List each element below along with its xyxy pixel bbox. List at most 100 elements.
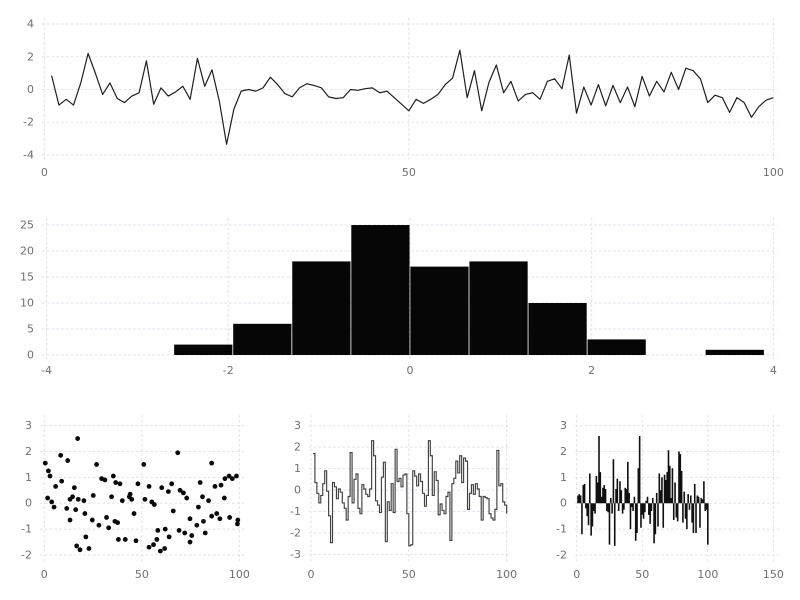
scatter-point bbox=[162, 526, 168, 532]
scatter-point bbox=[58, 452, 64, 458]
scatter-point bbox=[146, 544, 152, 550]
scatter-point bbox=[75, 436, 81, 441]
line-chart: 0 50 100 -4 -2 0 2 4 bbox=[23, 18, 784, 179]
scatter-point bbox=[200, 494, 205, 500]
x-tick-label: 2 bbox=[588, 364, 595, 377]
scatter-point bbox=[135, 481, 141, 487]
scatter-point bbox=[151, 542, 156, 548]
x-tick-label: 0 bbox=[573, 568, 580, 581]
line-series bbox=[51, 49, 774, 145]
y-tick-label: 10 bbox=[20, 297, 34, 310]
scatter-point bbox=[122, 537, 128, 542]
scatter-point bbox=[49, 499, 55, 505]
y-tick-label: 1 bbox=[560, 471, 567, 484]
x-tick-label: 100 bbox=[229, 568, 250, 581]
scatter-point bbox=[67, 517, 73, 523]
grid-lines bbox=[40, 415, 246, 563]
scatter-point bbox=[47, 473, 53, 479]
tick-labels: -4 -2 0 2 4 0 5 10 15 20 25 bbox=[20, 219, 777, 377]
scatter-point bbox=[77, 547, 83, 553]
scatter-point bbox=[201, 518, 206, 524]
y-tick-label: -1 bbox=[21, 523, 32, 536]
scatter-point bbox=[109, 494, 114, 500]
scatter-point bbox=[189, 533, 195, 538]
x-tick-label: 50 bbox=[635, 568, 649, 581]
scatter-point bbox=[187, 539, 193, 545]
scatter-point bbox=[83, 534, 89, 540]
y-tick-label: 2 bbox=[560, 445, 567, 458]
scatter-point bbox=[113, 480, 119, 485]
y-tick-label: 0 bbox=[27, 83, 34, 96]
scatter-point bbox=[104, 515, 109, 520]
histogram-bars bbox=[174, 225, 764, 355]
scatter-point bbox=[117, 481, 123, 487]
y-tick-label: 2 bbox=[27, 50, 34, 63]
tick-labels: 0 50 100 -4 -2 0 2 4 bbox=[23, 18, 784, 179]
x-tick-label: 4 bbox=[770, 364, 777, 377]
x-tick-label: 0 bbox=[307, 568, 314, 581]
scatter-point bbox=[154, 537, 160, 542]
scatter-point bbox=[116, 537, 121, 542]
histogram-bar bbox=[469, 261, 528, 355]
scatter-point bbox=[184, 495, 190, 501]
scatter-point bbox=[235, 521, 240, 527]
scatter-point bbox=[197, 480, 203, 485]
scatter-points bbox=[42, 436, 241, 554]
scatter-point bbox=[226, 473, 232, 479]
histogram-bar bbox=[528, 303, 587, 355]
grid-lines bbox=[42, 18, 777, 161]
scatter-point bbox=[90, 493, 96, 498]
y-tick-label: -1 bbox=[290, 505, 301, 518]
y-tick-label: 15 bbox=[20, 271, 34, 284]
scatter-point bbox=[119, 498, 125, 504]
y-tick-label: 2 bbox=[294, 441, 301, 454]
scatter-point bbox=[129, 496, 135, 502]
y-tick-label: 0 bbox=[560, 497, 567, 510]
histogram-bar bbox=[292, 261, 351, 355]
x-tick-label: 0 bbox=[41, 166, 48, 179]
y-tick-label: -2 bbox=[23, 116, 34, 129]
scatter-point bbox=[131, 511, 137, 516]
scatter-point bbox=[176, 528, 182, 533]
histogram-bar bbox=[410, 266, 469, 355]
scatter-point bbox=[180, 490, 186, 496]
y-tick-label: 0 bbox=[27, 348, 34, 361]
scatter-point bbox=[45, 495, 51, 501]
histogram-bar bbox=[351, 225, 410, 355]
scatter-point bbox=[218, 482, 224, 488]
scatter-point bbox=[175, 450, 181, 456]
scatter-point bbox=[65, 458, 71, 463]
scatter-point bbox=[169, 481, 175, 487]
y-tick-label: 20 bbox=[20, 245, 34, 258]
scatter-point bbox=[162, 546, 168, 551]
scatter-point bbox=[151, 502, 157, 507]
x-tick-label: 0 bbox=[41, 568, 48, 581]
y-tick-label: 0 bbox=[25, 497, 32, 510]
scatter-point bbox=[82, 511, 88, 516]
scatter-point bbox=[235, 517, 241, 523]
grid-lines bbox=[575, 415, 781, 563]
x-tick-label: 50 bbox=[402, 166, 416, 179]
scatter-point bbox=[71, 485, 77, 491]
histogram-bar bbox=[587, 339, 646, 355]
stem-bars bbox=[577, 435, 709, 546]
scatter-point bbox=[229, 476, 235, 482]
scatter-point bbox=[202, 530, 208, 536]
x-tick-label: -2 bbox=[223, 364, 234, 377]
y-tick-label: -3 bbox=[290, 548, 301, 561]
scatter-point bbox=[96, 522, 102, 528]
scatter-point bbox=[165, 489, 171, 494]
scatter-point bbox=[227, 515, 233, 520]
y-tick-label: 4 bbox=[27, 18, 34, 31]
scatter-point bbox=[73, 507, 79, 513]
tick-labels: 0 50 100 150 -2 -1 0 1 2 3 bbox=[556, 419, 784, 581]
scatter-point bbox=[182, 530, 188, 536]
scatter-point bbox=[159, 485, 165, 491]
scatter-point bbox=[110, 473, 116, 479]
x-tick-label: 100 bbox=[496, 568, 517, 581]
y-tick-label: -2 bbox=[290, 526, 301, 539]
scatter-point bbox=[187, 516, 193, 522]
scatter-point bbox=[214, 511, 220, 516]
grid-lines bbox=[309, 415, 509, 563]
